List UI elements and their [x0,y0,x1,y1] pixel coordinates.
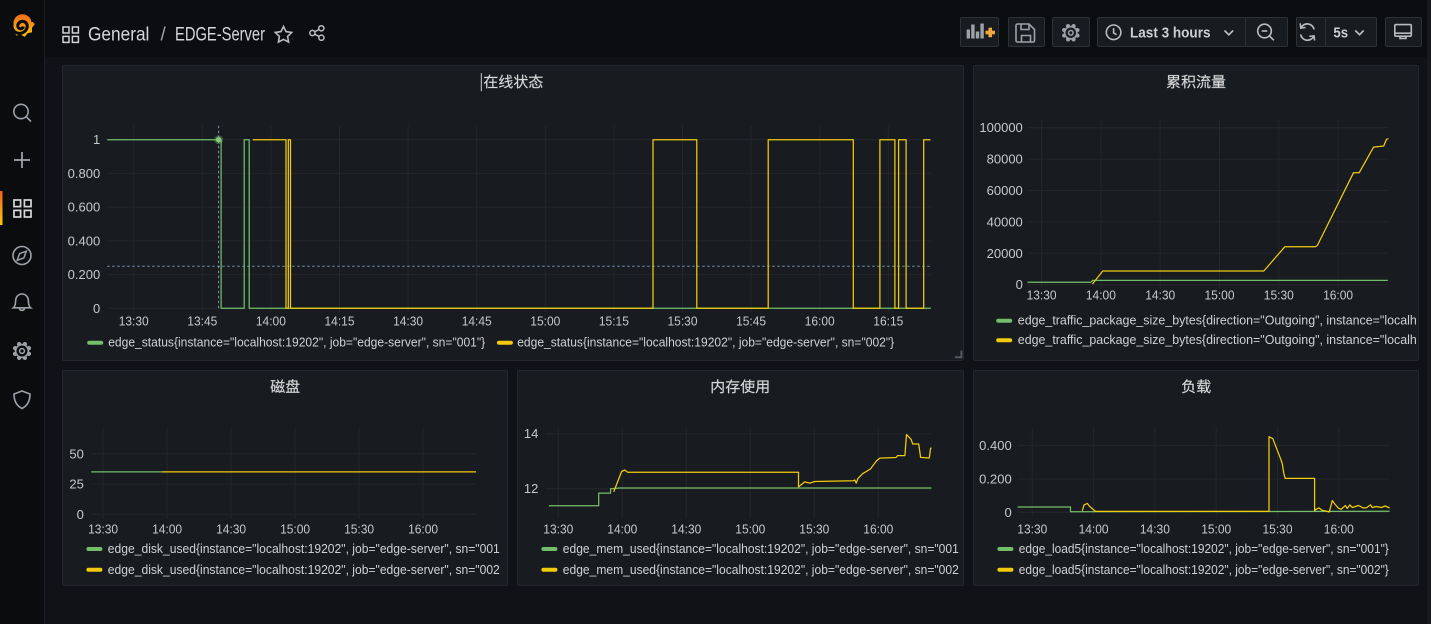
svg-text:14:00: 14:00 [1086,288,1116,303]
svg-text:0.600: 0.600 [67,200,100,215]
svg-text:15:15: 15:15 [599,314,629,329]
svg-text:20000: 20000 [987,246,1023,261]
svg-text:14:30: 14:30 [672,521,702,536]
svg-text:0: 0 [76,506,83,521]
svg-text:40000: 40000 [987,215,1023,230]
svg-text:edge_load5{instance="localhost: edge_load5{instance="localhost:19202", j… [1019,542,1389,556]
svg-text:15:45: 15:45 [736,314,766,329]
svg-text:15:00: 15:00 [1205,288,1235,303]
svg-text:14:00: 14:00 [152,521,182,536]
svg-text:16:00: 16:00 [1323,288,1353,303]
svg-text:0.400: 0.400 [979,438,1012,453]
svg-text:0.800: 0.800 [67,166,100,181]
svg-text:15:00: 15:00 [1201,521,1231,536]
svg-text:edge_load5{instance="localhost: edge_load5{instance="localhost:19202", j… [1019,562,1389,576]
svg-text:edge_status{instance="localhos: edge_status{instance="localhost:19202", … [517,336,894,350]
svg-text:13:30: 13:30 [544,521,574,536]
svg-text:16:00: 16:00 [408,521,438,536]
svg-text:16:00: 16:00 [804,314,834,329]
svg-text:13:45: 13:45 [187,314,217,329]
svg-text:50: 50 [69,446,83,461]
svg-text:EDGE-Server: EDGE-Server [175,25,266,46]
svg-text:15:00: 15:00 [280,521,310,536]
svg-text:edge_disk_used{instance="local: edge_disk_used{instance="localhost:19202… [108,562,500,576]
svg-text:13:30: 13:30 [1027,288,1057,303]
svg-text:14:30: 14:30 [216,521,246,536]
svg-text:15:00: 15:00 [736,521,766,536]
svg-text:0.400: 0.400 [67,234,100,249]
svg-text:14:45: 14:45 [461,314,491,329]
svg-text:13:30: 13:30 [1017,521,1047,536]
svg-text:0: 0 [93,301,100,316]
svg-text:edge_status{instance="localhos: edge_status{instance="localhost:19202", … [108,336,485,350]
svg-text:14:00: 14:00 [1078,521,1108,536]
svg-text:14:00: 14:00 [256,314,286,329]
svg-text:16:00: 16:00 [864,521,894,536]
svg-text:16:15: 16:15 [873,314,903,329]
svg-text:14:00: 14:00 [608,521,638,536]
svg-text:25: 25 [69,476,83,491]
svg-text:80000: 80000 [987,152,1023,167]
svg-text:14: 14 [524,426,538,441]
svg-text:60000: 60000 [987,183,1023,198]
svg-text:15:30: 15:30 [1262,521,1292,536]
svg-text:edge_traffic_package_size_byte: edge_traffic_package_size_bytes{directio… [1018,314,1417,328]
svg-text:0: 0 [1016,277,1023,292]
svg-text:15:30: 15:30 [667,314,697,329]
svg-text:14:15: 14:15 [324,314,354,329]
svg-text:14:30: 14:30 [393,314,423,329]
svg-text:5s: 5s [1333,25,1348,41]
svg-text:edge_mem_used{instance="localh: edge_mem_used{instance="localhost:19202"… [563,542,959,556]
svg-text:14:30: 14:30 [1140,521,1170,536]
svg-text:13:30: 13:30 [118,314,148,329]
svg-text:15:30: 15:30 [344,521,374,536]
svg-text:0: 0 [1004,504,1011,519]
svg-text:0.200: 0.200 [67,267,100,282]
svg-text:/: / [161,25,167,46]
svg-text:100000: 100000 [980,120,1023,135]
svg-text:edge_disk_used{instance="local: edge_disk_used{instance="localhost:19202… [108,542,500,556]
svg-text:General: General [88,25,149,46]
svg-text:15:30: 15:30 [800,521,830,536]
svg-text:edge_mem_used{instance="localh: edge_mem_used{instance="localhost:19202"… [563,562,959,576]
svg-text:13:30: 13:30 [88,521,118,536]
svg-text:15:30: 15:30 [1264,288,1294,303]
svg-text:1: 1 [93,132,100,147]
svg-text:0.200: 0.200 [979,471,1012,486]
svg-text:14:30: 14:30 [1145,288,1175,303]
svg-text:edge_traffic_package_size_byte: edge_traffic_package_size_bytes{directio… [1018,333,1417,347]
svg-text:Last 3 hours: Last 3 hours [1130,25,1211,41]
svg-text:12: 12 [524,481,538,496]
svg-text:15:00: 15:00 [530,314,560,329]
svg-text:16:00: 16:00 [1324,521,1354,536]
